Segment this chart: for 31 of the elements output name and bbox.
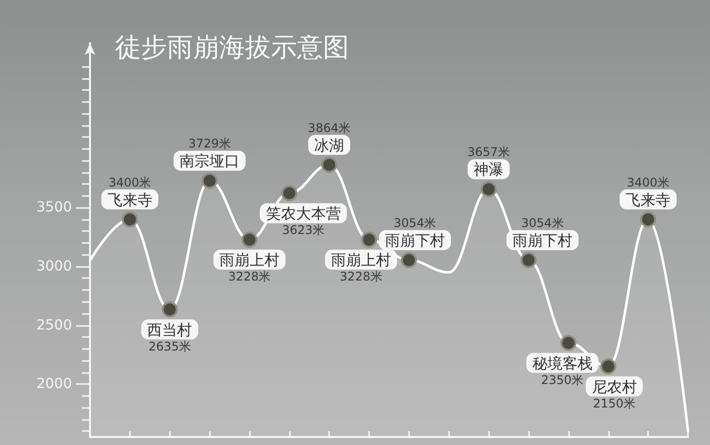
data-label: 3657米 — [467, 145, 510, 160]
data-label: 3864米 — [308, 120, 350, 135]
data-label: 3400米 — [626, 175, 670, 190]
data-label: 3729米 — [188, 136, 231, 151]
data-label: 2150米 — [592, 396, 636, 410]
x-tick-label: 西当村 — [147, 320, 192, 339]
x-tick-label: 雨崩下村 — [384, 232, 445, 250]
chart-title: 徒步雨崩海拔示意图 — [115, 33, 349, 63]
x-tick-label: 雨崩上村 — [219, 251, 280, 270]
x-tick-label: 尼农村 — [592, 378, 637, 396]
x-tick-label: 冰湖 — [314, 136, 344, 154]
x-tick-label: 笑农大本营 — [266, 204, 341, 223]
x-tick-label: 雨崩上村 — [331, 251, 392, 270]
x-tick-label: 南宗垭口 — [180, 152, 240, 170]
y-tick-label: 3000 — [36, 258, 72, 274]
data-label: 3228米 — [228, 270, 271, 284]
data-label: 2635米 — [148, 339, 192, 354]
x-tick-label: 飞来寺 — [626, 190, 671, 209]
data-label: 3623米 — [282, 223, 325, 238]
y-tick-label: 2000 — [36, 376, 72, 392]
y-tick-label: 3500 — [36, 200, 72, 216]
data-label: 3054米 — [521, 216, 564, 230]
data-label: 2350米 — [541, 372, 584, 387]
x-tick-label: 秘境客栈 — [532, 354, 592, 372]
x-tick-label: 飞来寺 — [107, 190, 152, 209]
data-label: 3400米 — [108, 175, 152, 190]
x-tick-label: 雨崩下村 — [512, 232, 573, 250]
y-tick-label: 2500 — [36, 317, 72, 334]
x-tick-label: 神瀑 — [474, 160, 504, 179]
data-label: 3054米 — [394, 216, 436, 230]
data-label: 3228米 — [340, 270, 382, 284]
